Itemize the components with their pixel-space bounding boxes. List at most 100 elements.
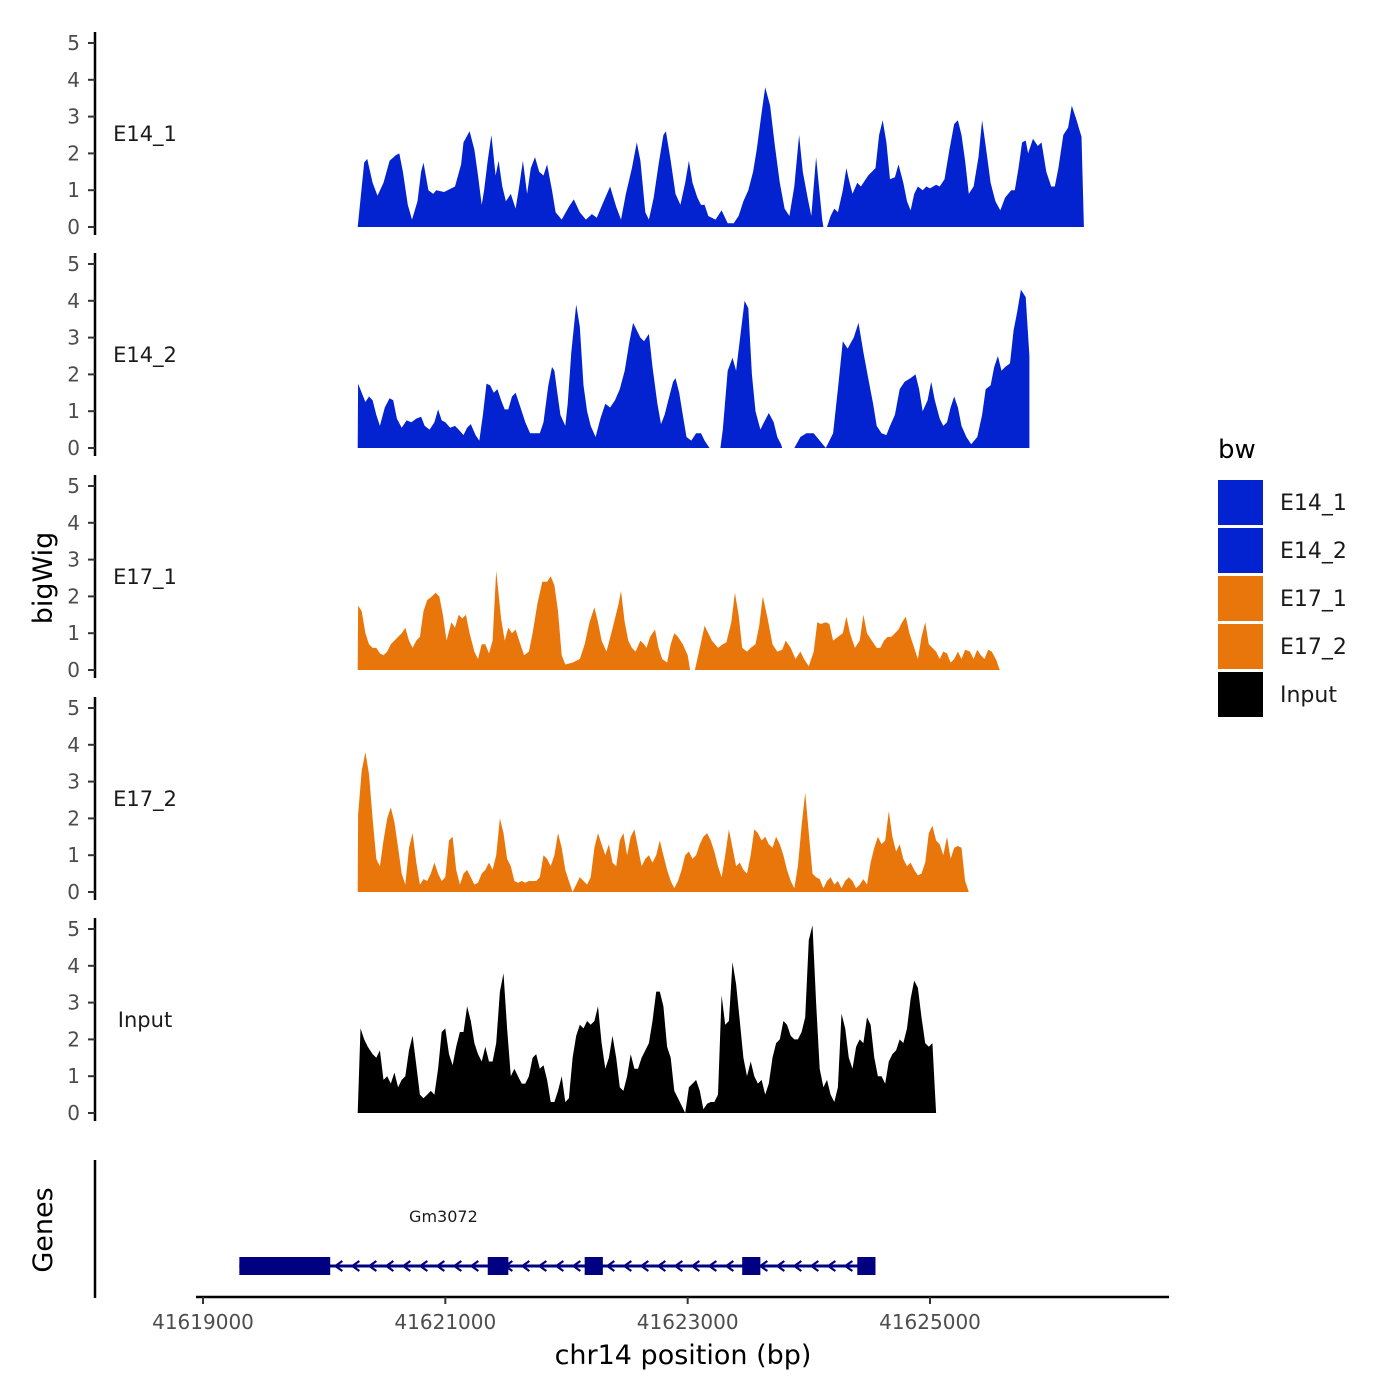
- y-tick-label: 3: [67, 991, 80, 1015]
- gene-exon: [857, 1257, 876, 1275]
- y-tick-label: 1: [67, 1064, 80, 1088]
- y-tick-label: 1: [67, 399, 80, 423]
- signal-area-E17_1: [357, 570, 1000, 670]
- y-tick-label: 5: [67, 917, 80, 941]
- y-tick-label: 4: [67, 733, 80, 757]
- signal-area-E14_1: [357, 87, 1084, 227]
- y-tick-label: 4: [67, 68, 80, 92]
- track-E17_1: 0 1 2 3 4 5: [67, 474, 1000, 682]
- gene-exon: [584, 1257, 603, 1275]
- strand-arrow-icon: [775, 1260, 785, 1272]
- strand-arrow-icon: [656, 1260, 666, 1272]
- genes-panel-title: Genes: [28, 1187, 59, 1272]
- strand-arrow-icon: [418, 1260, 428, 1272]
- y-tick-label: 5: [67, 31, 80, 55]
- y-tick-label: 2: [67, 141, 80, 165]
- y-tick-label: 4: [67, 289, 80, 313]
- y-tick-label: 5: [67, 474, 80, 498]
- y-tick-label: 1: [67, 621, 80, 645]
- track-E14_1: 0 1 2 3 4 5: [67, 31, 1084, 239]
- y-tick-label: 2: [67, 1027, 80, 1051]
- track-label: E14_2: [113, 343, 177, 368]
- y-tick-label: 0: [67, 658, 80, 682]
- legend-item-E17_1: E17_1: [1218, 576, 1347, 621]
- y-tick-label: 4: [67, 511, 80, 535]
- gene-exon: [742, 1257, 761, 1275]
- x-axis: 41619000 41621000 41623000 41625000: [152, 1295, 1169, 1334]
- legend-item-E17_2: E17_2: [1218, 624, 1347, 669]
- y-tick-label: 3: [67, 105, 80, 129]
- strand-arrow-icon: [639, 1260, 649, 1272]
- legend-swatch: [1218, 672, 1263, 717]
- strand-arrow-icon: [707, 1260, 717, 1272]
- signal-area-E14_2: [357, 289, 1030, 448]
- legend-item-E14_1: E14_1: [1218, 480, 1347, 525]
- legend-swatch: [1218, 480, 1263, 525]
- legend-swatch: [1218, 576, 1263, 621]
- track-label: E17_2: [113, 787, 177, 812]
- y-tick-label: 1: [67, 843, 80, 867]
- y-tick-label: 3: [67, 770, 80, 794]
- y-tick-label: 5: [67, 252, 80, 276]
- strand-arrow-icon: [792, 1260, 802, 1272]
- strand-arrow-icon: [724, 1260, 734, 1272]
- legend-label: E14_1: [1280, 491, 1347, 516]
- y-tick-label: 1: [67, 178, 80, 202]
- legend-item-Input: Input: [1218, 672, 1337, 717]
- y-tick-label: 2: [67, 806, 80, 830]
- strand-arrow-icon: [435, 1260, 445, 1272]
- legend-item-E14_2: E14_2: [1218, 528, 1347, 573]
- y-tick-label: 0: [67, 436, 80, 460]
- x-axis-title: chr14 position (bp): [555, 1340, 812, 1371]
- gene-Gm3072: Gm3072: [239, 1207, 876, 1275]
- strand-arrow-icon: [452, 1260, 462, 1272]
- gene-exon: [239, 1257, 331, 1275]
- strand-arrow-icon: [826, 1260, 836, 1272]
- bigwig-tracks: 0 1 2 3 4 5 0 1 2 3 4 5 0 1 2 3 4 5 0 1 2 3 4 5 0 1 2 3 4 5: [67, 31, 1084, 1125]
- y-tick-label: 3: [67, 548, 80, 572]
- track-label: Input: [118, 1008, 172, 1032]
- y-tick-label: 3: [67, 326, 80, 350]
- legend-label: E17_1: [1280, 587, 1347, 612]
- legend-swatch: [1218, 528, 1263, 573]
- strand-arrow-icon: [384, 1260, 394, 1272]
- track-labels: E14_1 E14_2 E17_1 E17_2 Input: [113, 122, 177, 1032]
- strand-arrow-icon: [605, 1260, 615, 1272]
- track-Input: 0 1 2 3 4 5: [67, 917, 937, 1125]
- y-tick-label: 4: [67, 954, 80, 978]
- signal-area-E17_2: [357, 752, 969, 892]
- gene-name-label: Gm3072: [409, 1207, 478, 1226]
- track-label: E14_1: [113, 122, 177, 147]
- y-tick-label: 0: [67, 880, 80, 904]
- strand-arrow-icon: [469, 1260, 479, 1272]
- gene-exon: [487, 1257, 509, 1275]
- legend-swatch: [1218, 624, 1263, 669]
- legend-label: E17_2: [1280, 635, 1347, 660]
- legend-label: Input: [1280, 683, 1337, 708]
- track-E14_2: 0 1 2 3 4 5: [67, 252, 1030, 460]
- signal-area-Input: [357, 925, 937, 1113]
- y-tick-label: 2: [67, 584, 80, 608]
- strand-arrow-icon: [843, 1260, 853, 1272]
- x-tick-label: 41623000: [637, 1310, 739, 1334]
- strand-arrow-icon: [571, 1260, 581, 1272]
- strand-arrow-icon: [673, 1260, 683, 1272]
- strand-arrow-icon: [537, 1260, 547, 1272]
- y-tick-label: 2: [67, 362, 80, 386]
- y-tick-label: 0: [67, 1101, 80, 1125]
- track-E17_2: 0 1 2 3 4 5: [67, 696, 969, 904]
- x-tick-label: 41621000: [394, 1310, 496, 1334]
- strand-arrow-icon: [554, 1260, 564, 1272]
- legend-label: E14_2: [1280, 539, 1347, 564]
- strand-arrow-icon: [333, 1260, 343, 1272]
- x-tick-label: 41619000: [152, 1310, 254, 1334]
- strand-arrow-icon: [367, 1260, 377, 1272]
- strand-arrow-icon: [622, 1260, 632, 1272]
- strand-arrow-icon: [520, 1260, 530, 1272]
- strand-arrow-icon: [690, 1260, 700, 1272]
- y-tick-label: 0: [67, 215, 80, 239]
- strand-arrow-icon: [350, 1260, 360, 1272]
- gene-annotation-panel: Gm3072: [93, 1160, 876, 1298]
- y-tick-label: 5: [67, 696, 80, 720]
